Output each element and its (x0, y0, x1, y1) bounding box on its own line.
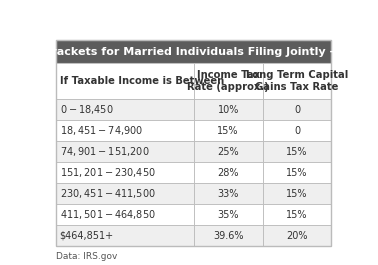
Bar (194, 63, 263, 99)
Bar (263, 120, 332, 141)
Bar (194, 99, 263, 120)
Bar (194, 141, 263, 162)
Text: 0: 0 (294, 105, 300, 115)
Bar (194, 183, 263, 204)
Bar (194, 162, 263, 183)
Text: Income Tax
Rate (approx.): Income Tax Rate (approx.) (187, 70, 269, 92)
Text: If Taxable Income is Between: If Taxable Income is Between (60, 76, 224, 86)
Bar (194, 204, 263, 225)
Text: 15%: 15% (286, 189, 308, 199)
Bar (56, 162, 194, 183)
Bar (56, 225, 194, 246)
Text: 15%: 15% (286, 147, 308, 157)
Text: Data: IRS.gov: Data: IRS.gov (56, 252, 118, 261)
Text: 20%: 20% (286, 231, 308, 241)
Bar (56, 40, 332, 63)
Text: 15%: 15% (286, 210, 308, 220)
Text: 25%: 25% (217, 147, 239, 157)
Bar (263, 141, 332, 162)
Bar (263, 183, 332, 204)
Text: $18,451 - $74,900: $18,451 - $74,900 (60, 124, 143, 137)
Bar (263, 225, 332, 246)
Bar (263, 99, 332, 120)
Text: $74,901 - $151,200: $74,901 - $151,200 (60, 145, 149, 158)
Bar (263, 162, 332, 183)
Text: 39.6%: 39.6% (213, 231, 243, 241)
Bar (56, 141, 194, 162)
Text: Tax Brackets for Married Individuals Filing Jointly - 2015: Tax Brackets for Married Individuals Fil… (19, 47, 369, 57)
Bar (56, 120, 194, 141)
Text: 0: 0 (294, 126, 300, 136)
Bar (194, 225, 263, 246)
Text: $411,501 - $464,850: $411,501 - $464,850 (60, 208, 155, 221)
Bar (56, 183, 194, 204)
Text: 10%: 10% (217, 105, 239, 115)
Text: 35%: 35% (217, 210, 239, 220)
Text: Long Term Capital
Gains Tax Rate: Long Term Capital Gains Tax Rate (246, 70, 348, 92)
Bar (194, 120, 263, 141)
Bar (263, 63, 332, 99)
Text: 15%: 15% (217, 126, 239, 136)
Text: 28%: 28% (217, 168, 239, 178)
Bar (56, 99, 194, 120)
Bar (263, 204, 332, 225)
Text: 33%: 33% (217, 189, 239, 199)
Bar (56, 204, 194, 225)
Text: $151,201 - $230,450: $151,201 - $230,450 (60, 166, 155, 179)
Text: $230,451 - $411,500: $230,451 - $411,500 (60, 187, 155, 200)
Text: $464,851+: $464,851+ (60, 231, 114, 241)
Text: 15%: 15% (286, 168, 308, 178)
Bar (56, 63, 194, 99)
Text: $0 - $18,450: $0 - $18,450 (60, 103, 113, 116)
